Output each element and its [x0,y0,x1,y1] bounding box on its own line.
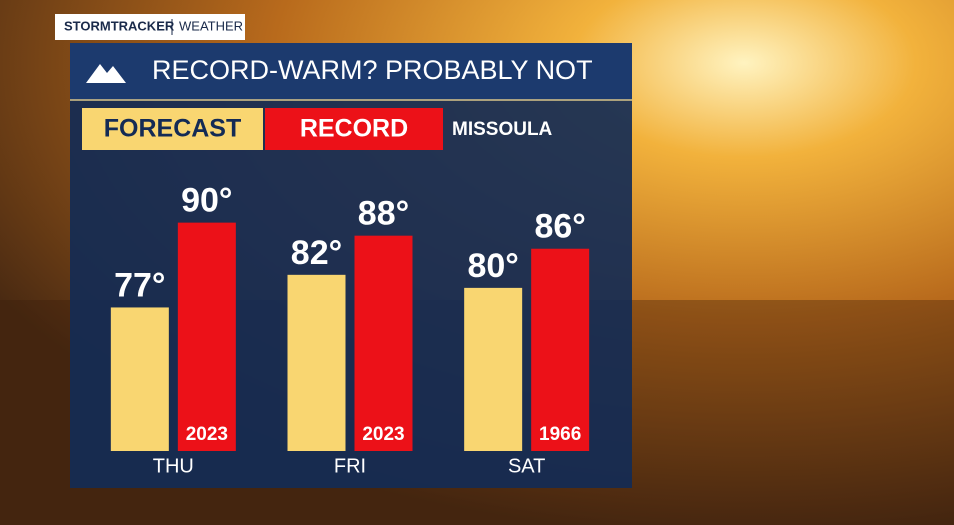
x-tick-label: THU [153,455,194,477]
bar [354,235,413,451]
location: MISSOULA [452,119,553,140]
brand-section: WEATHER [179,18,243,33]
legend-swatch [82,108,263,150]
value-label: 88° [358,195,409,233]
bar [464,287,523,451]
bar [110,307,169,451]
value-label: 77° [114,266,165,304]
bar [287,274,346,451]
x-tick-label: FRI [334,455,366,477]
brand-name: STORMTRACKER [64,18,175,33]
value-label: 80° [467,247,518,285]
value-label: 90° [181,182,232,220]
legend-swatch [265,108,443,150]
chart-title: RECORD-WARM? PROBABLY NOT [152,55,593,85]
record-year: 1966 [539,424,581,445]
bar [531,248,590,451]
value-label: 82° [291,234,342,272]
brand-badge [55,14,245,40]
logo-mountain [86,64,126,83]
legend-label: FORECAST [104,115,242,143]
record-year: 2023 [362,424,404,445]
title-bar [70,43,632,100]
value-label: 86° [534,208,585,246]
legend-label: RECORD [300,115,408,143]
bar [177,222,236,451]
x-tick-label: SAT [508,455,545,477]
record-year: 2023 [186,424,228,445]
